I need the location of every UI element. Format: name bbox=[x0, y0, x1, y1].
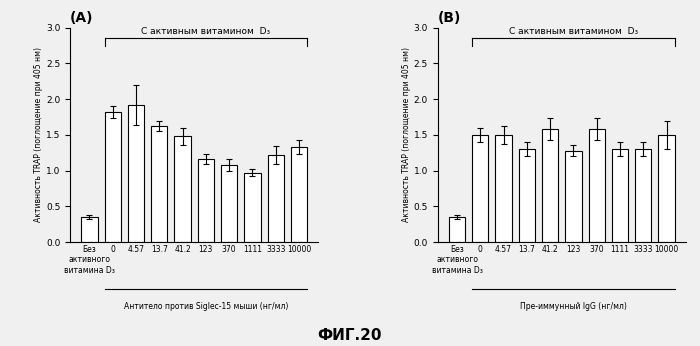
Bar bbox=[267, 155, 284, 242]
Bar bbox=[151, 126, 167, 242]
Bar bbox=[449, 217, 466, 242]
Bar bbox=[81, 217, 97, 242]
Text: (A): (A) bbox=[70, 11, 94, 25]
Bar bbox=[174, 136, 190, 242]
Bar bbox=[128, 105, 144, 242]
Text: Антитело против Siglec-15 мыши (нг/мл): Антитело против Siglec-15 мыши (нг/мл) bbox=[124, 302, 288, 311]
Y-axis label: Активность TRAP (поглощение при 405 нм): Активность TRAP (поглощение при 405 нм) bbox=[402, 47, 411, 222]
Y-axis label: Активность TRAP (поглощение при 405 нм): Активность TRAP (поглощение при 405 нм) bbox=[34, 47, 43, 222]
Bar bbox=[612, 149, 628, 242]
Bar bbox=[635, 149, 652, 242]
Bar bbox=[244, 173, 260, 242]
Bar bbox=[104, 112, 121, 242]
Bar bbox=[659, 135, 675, 242]
Bar bbox=[473, 135, 489, 242]
Bar bbox=[566, 151, 582, 242]
Bar bbox=[519, 149, 535, 242]
Bar bbox=[542, 129, 559, 242]
Text: С активным витамином  D₃: С активным витамином D₃ bbox=[141, 27, 270, 36]
Text: ФИГ.20: ФИГ.20 bbox=[318, 328, 382, 343]
Bar bbox=[589, 129, 605, 242]
Text: С активным витамином  D₃: С активным витамином D₃ bbox=[509, 27, 638, 36]
Bar bbox=[290, 147, 307, 242]
Text: (B): (B) bbox=[438, 11, 461, 25]
Bar bbox=[221, 165, 237, 242]
Bar bbox=[197, 158, 214, 242]
Text: Пре-иммунный IgG (нг/мл): Пре-иммунный IgG (нг/мл) bbox=[520, 302, 627, 311]
Bar bbox=[496, 135, 512, 242]
